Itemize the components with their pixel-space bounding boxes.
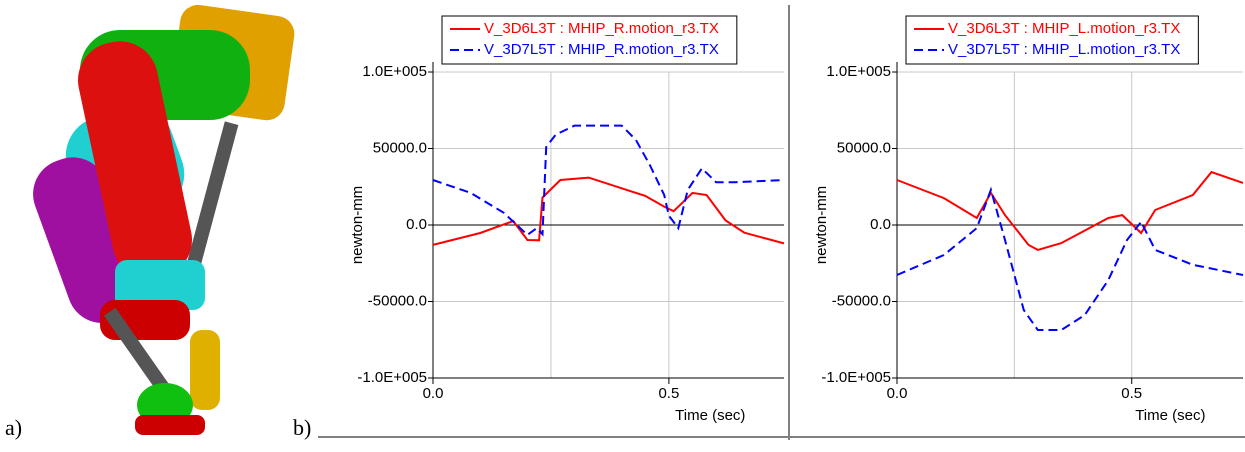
x-tick-label: 0.5 — [1121, 385, 1142, 402]
y-tick-label: 1.0E+005 — [362, 63, 427, 80]
x-axis-label: Time (sec) — [1135, 407, 1205, 424]
y-tick-label: 1.0E+005 — [826, 63, 891, 80]
y-axis-label: newton-mm — [349, 186, 366, 264]
legend-label: V_3D6L3T : MHIP_L.motion_r3.TX — [948, 20, 1180, 37]
y-tick-label: -50000.0 — [832, 292, 891, 309]
x-axis-label: Time (sec) — [675, 407, 745, 424]
legend-label: V_3D7L5T : MHIP_L.motion_r3.TX — [948, 41, 1180, 58]
y-tick-label: 0.0 — [406, 216, 427, 233]
y-tick-label: 50000.0 — [837, 139, 891, 156]
y-tick-label: -1.0E+005 — [357, 369, 427, 386]
series-line — [432, 176, 785, 246]
robot-model — [33, 4, 295, 435]
legend-box — [441, 15, 738, 65]
legend-box — [905, 15, 1199, 65]
series-line — [896, 170, 1244, 251]
y-axis-label: newton-mm — [813, 186, 830, 264]
x-tick-label: 0.5 — [658, 385, 679, 402]
y-tick-label: -50000.0 — [368, 292, 427, 309]
legend-label: V_3D7L5T : MHIP_R.motion_r3.TX — [484, 41, 719, 58]
series-line — [432, 124, 785, 237]
legend-label: V_3D6L3T : MHIP_R.motion_r3.TX — [484, 20, 719, 37]
x-tick-label: 0.0 — [887, 385, 908, 402]
panel-label: a) — [5, 415, 22, 440]
y-tick-label: 50000.0 — [373, 139, 427, 156]
y-tick-label: -1.0E+005 — [821, 369, 891, 386]
x-tick-label: 0.0 — [423, 385, 444, 402]
panel-label: b) — [293, 415, 311, 440]
series-line — [896, 186, 1244, 331]
y-tick-label: 0.0 — [870, 216, 891, 233]
